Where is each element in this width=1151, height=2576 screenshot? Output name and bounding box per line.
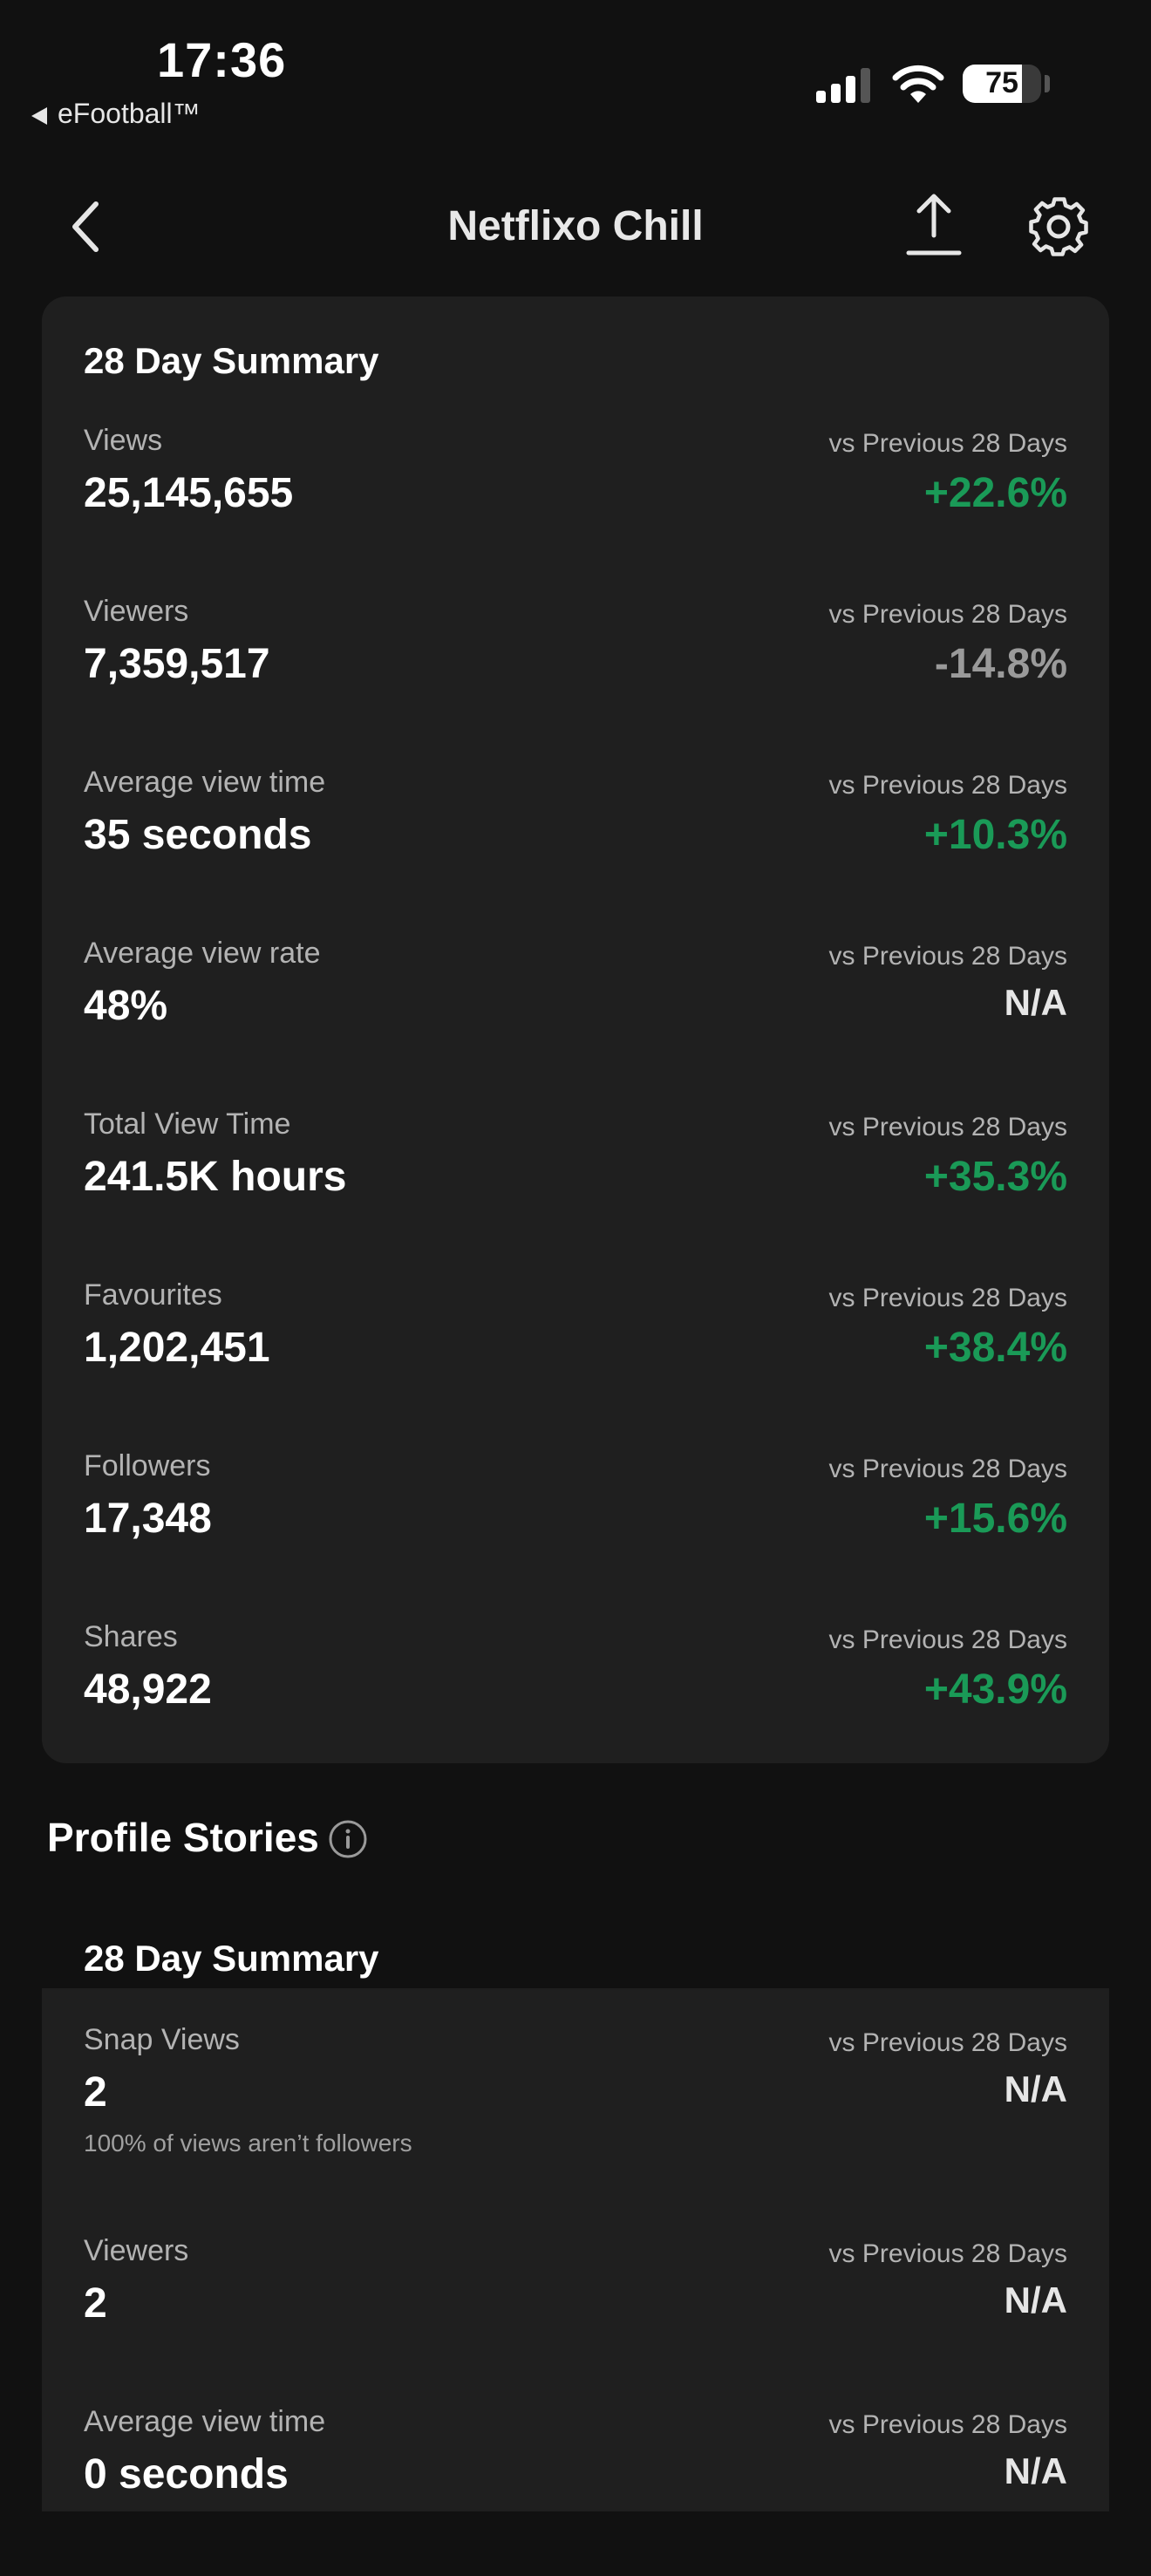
metric-label: Views	[84, 424, 163, 457]
metric-value: 7,359,517	[84, 641, 270, 687]
metric-change: +38.4%	[923, 1325, 1067, 1371]
metric-change: +43.9%	[923, 1666, 1067, 1713]
metric-views: Views 25,145,655 vs Previous 28 Days +22…	[42, 424, 1109, 595]
metric-comparison-label: vs Previous 28 Days	[828, 1284, 1067, 1312]
metric-average-view-time: Average view time 35 seconds vs Previous…	[42, 766, 1109, 937]
metric-average-view-time: Average view time 0 seconds vs Previous …	[42, 2405, 1109, 2576]
wifi-icon	[892, 65, 944, 103]
back-to-app-link[interactable]: eFootball™	[31, 98, 201, 130]
metric-viewers: Viewers 7,359,517 vs Previous 28 Days -1…	[42, 595, 1109, 766]
metric-label: Average view rate	[84, 937, 321, 970]
metric-change: +22.6%	[923, 470, 1067, 516]
clock: 17:36	[157, 32, 287, 87]
summary-title: 28 Day Summary	[84, 340, 379, 381]
metric-shares: Shares 48,922 vs Previous 28 Days +43.9%	[42, 1620, 1109, 1791]
metric-comparison-label: vs Previous 28 Days	[828, 2239, 1067, 2268]
metric-change: +35.3%	[923, 1154, 1067, 1200]
metric-change: N/A	[1004, 982, 1067, 1023]
metric-change: -14.8%	[934, 641, 1067, 687]
back-triangle-icon	[31, 106, 47, 125]
metric-snap-views: Snap Views 2 vs Previous 28 Days N/A 100…	[42, 2023, 1109, 2198]
battery-indicator: 75	[963, 65, 1041, 103]
metric-value: 1,202,451	[84, 1325, 270, 1371]
metric-value: 0 seconds	[84, 2451, 289, 2498]
metric-change: N/A	[1004, 2068, 1067, 2109]
profile-stories-card: Snap Views 2 vs Previous 28 Days N/A 100…	[42, 1988, 1109, 2511]
metric-comparison-label: vs Previous 28 Days	[828, 1625, 1067, 1654]
metric-label: Average view time	[84, 2405, 326, 2438]
battery-level: 75	[985, 66, 1018, 99]
metric-label: Viewers	[84, 2234, 189, 2267]
cellular-signal-icon	[816, 65, 872, 103]
metric-change: +10.3%	[923, 812, 1067, 858]
metric-followers: Followers 17,348 vs Previous 28 Days +15…	[42, 1449, 1109, 1620]
metric-comparison-label: vs Previous 28 Days	[828, 1113, 1067, 1141]
metric-value: 48,922	[84, 1666, 212, 1713]
metric-label: Average view time	[84, 766, 326, 799]
section-title-profile-stories: Profile Stories	[47, 1815, 319, 1860]
info-icon[interactable]	[328, 1819, 368, 1859]
metric-value: 25,145,655	[84, 470, 294, 516]
page-title: Netflixo Chill	[447, 203, 704, 249]
top-nav-bar: Netflixo Chill	[0, 157, 1151, 296]
metric-label: Followers	[84, 1449, 211, 1482]
metric-change: +15.6%	[923, 1496, 1067, 1542]
profile-stories-summary-title: 28 Day Summary	[84, 1938, 379, 1979]
metric-label: Total View Time	[84, 1107, 291, 1141]
metric-label: Favourites	[84, 1278, 222, 1312]
back-app-label: eFootball™	[58, 98, 201, 129]
metric-viewers: Viewers 2 vs Previous 28 Days N/A	[42, 2234, 1109, 2405]
metric-favourites: Favourites 1,202,451 vs Previous 28 Days…	[42, 1278, 1109, 1449]
summary-card: 28 Day Summary Views 25,145,655 vs Previ…	[42, 296, 1109, 1763]
metric-comparison-label: vs Previous 28 Days	[828, 1455, 1067, 1483]
metric-label: Viewers	[84, 595, 189, 628]
metric-value: 48%	[84, 983, 168, 1029]
settings-gear-icon[interactable]	[1025, 194, 1092, 260]
metric-note: 100% of views aren’t followers	[84, 2130, 412, 2157]
metric-comparison-label: vs Previous 28 Days	[828, 771, 1067, 800]
metric-label: Snap Views	[84, 2023, 240, 2056]
metric-label: Shares	[84, 1620, 178, 1653]
battery-tip	[1045, 75, 1050, 92]
metric-comparison-label: vs Previous 28 Days	[828, 2410, 1067, 2439]
metric-change: N/A	[1004, 2280, 1067, 2320]
status-bar: 17:36 eFootball™ 75	[0, 0, 1151, 140]
metric-value: 241.5K hours	[84, 1154, 347, 1200]
metric-comparison-label: vs Previous 28 Days	[828, 429, 1067, 458]
metric-change: N/A	[1004, 2450, 1067, 2491]
share-upload-icon[interactable]	[903, 192, 964, 258]
metric-value: 35 seconds	[84, 812, 312, 858]
metric-comparison-label: vs Previous 28 Days	[828, 600, 1067, 629]
back-chevron-icon[interactable]	[63, 197, 112, 256]
metric-value: 2	[84, 2280, 107, 2327]
metric-value: 17,348	[84, 1496, 212, 1542]
metric-value: 2	[84, 2069, 107, 2116]
metric-comparison-label: vs Previous 28 Days	[828, 2028, 1067, 2057]
metric-total-view-time: Total View Time 241.5K hours vs Previous…	[42, 1107, 1109, 1278]
metric-comparison-label: vs Previous 28 Days	[828, 942, 1067, 971]
metric-average-view-rate: Average view rate 48% vs Previous 28 Day…	[42, 937, 1109, 1107]
